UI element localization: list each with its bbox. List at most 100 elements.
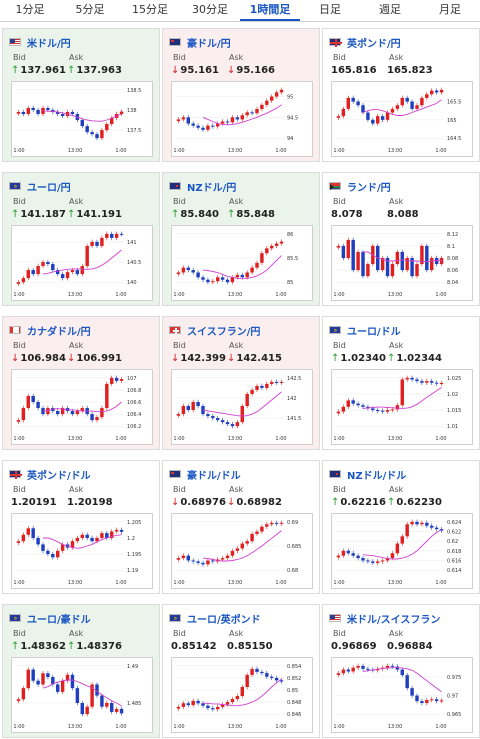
candle [181,703,186,707]
card-header: 豪ドル/ドル [169,467,241,482]
candle [26,107,30,114]
y-tick-label: 0.618 [447,549,461,555]
mini-candlestick-chart[interactable]: 0.624 0.622 0.62 0.618 0.616 0.614 1:00 13:00 1:… [331,513,473,589]
mini-candlestick-chart[interactable]: 138.5 138 137.5 1:00 13:00 1:00 [11,81,153,157]
tab-3[interactable]: 30分足 [192,3,228,16]
pair-link[interactable]: NZドル/円 [187,182,237,194]
pair-link[interactable]: 英ポンド/ドル [27,470,91,482]
candle [16,282,21,284]
pair-link[interactable]: ユーロ/ドル [347,326,401,338]
moving-average-line [202,391,282,417]
candle [21,688,26,700]
rate-card[interactable]: カナダドル/円 Bid Ask ↓106.984↓106.991 107 106.8… [2,316,160,450]
rate-card[interactable]: 英ポンド/円 Bid Ask 165.816 165.823 165.5 165 164… [322,28,480,162]
candle [425,522,429,526]
pair-link[interactable]: 豪ドル/円 [187,38,231,50]
pair-link[interactable]: スイスフラン/円 [187,326,261,338]
pair-link[interactable]: ユーロ/英ポンド [187,614,261,626]
pair-link[interactable]: ユーロ/豪ドル [27,614,91,626]
ask-price: 165.823 [387,65,443,76]
mini-candlestick-chart[interactable]: 0.69 0.685 0.68 1:00 13:00 1:00 [171,513,313,589]
bid-ask-labels: Bid Ask [173,53,285,62]
mini-candlestick-chart[interactable]: 95 94.5 94 1:00 13:00 1:00 [171,81,313,157]
candle [114,529,119,532]
rate-card[interactable]: NZドル/ドル Bid Ask ↑0.62216↑0.62230 0.624 0.6… [322,460,480,594]
pair-link[interactable]: NZドル/ドル [347,470,407,482]
pair-link[interactable]: 英ポンド/円 [347,38,401,50]
mini-candlestick-chart[interactable]: 0.975 0.97 0.965 1:00 13:00 1:00 [331,657,473,733]
candle [235,548,240,551]
mini-candlestick-chart[interactable]: 107 106.8 106.6 106.4 106.2 1:00 13:00 1:00 [11,369,153,445]
mini-candlestick-chart[interactable]: 141 140.5 140 1:00 13:00 1:00 [11,225,153,301]
mini-candlestick-chart[interactable]: 0.854 0.852 0.85 0.848 0.846 1:00 13:00 1:00 [171,657,313,733]
candle [105,383,109,409]
candle [206,279,210,283]
ask-label: Ask [389,197,404,206]
rate-card[interactable]: ユーロ/英ポンド Bid Ask 0.85142 0.85150 0.854 0.85… [162,604,320,738]
candle [410,521,414,525]
rate-card[interactable]: 豪ドル/円 Bid Ask ↓95.161 ↓95.166 95 94.5 94 1:00… [162,28,320,162]
candle [176,119,181,122]
rate-card[interactable]: ユーロ/豪ドル Bid Ask ↑1.48362↑1.48376 1.49 1.48… [2,604,160,738]
candle [110,233,114,238]
ask-price: ↓95.166 [227,65,283,76]
mini-candlestick-chart[interactable]: 165.5 165 164.5 1:00 13:00 1:00 [331,81,473,157]
x-tick-label: 13:00 [388,724,402,730]
y-tick-label: 1.01 [447,424,458,430]
moving-average-line [362,387,442,409]
candle [341,550,346,556]
rate-card[interactable]: ユーロ/円 Bid Ask ↑141.187↑141.191 141 140.5 14… [2,172,160,306]
rate-card[interactable]: NZドル/円 Bid Ask ↑85.840 ↑85.848 86 85.5 85 1:0… [162,172,320,306]
x-tick-label: 1:00 [13,148,24,154]
x-tick-label: 13:00 [388,292,402,298]
candle [201,562,205,565]
candle [341,669,346,674]
candle [80,120,84,127]
candle [90,241,94,246]
candle [410,377,414,380]
ask-value: 95.166 [236,65,275,76]
mini-candlestick-chart[interactable]: 86 85.5 85 1:00 13:00 1:00 [171,225,313,301]
pair-link[interactable]: ランド/円 [347,182,391,194]
tab-6[interactable]: 週足 [379,3,401,16]
candle [430,258,434,271]
rate-card[interactable]: 豪ドル/ドル Bid Ask ↓0.68976↓0.68982 0.69 0.685… [162,460,320,594]
tab-4[interactable]: 1時間足 [240,0,300,21]
candle [371,408,375,411]
tab-7[interactable]: 月足 [439,3,461,16]
x-tick-label: 1:00 [173,436,184,442]
rate-card[interactable]: 米ドル/スイスフラン Bid Ask 0.96869 0.96884 0.975 0.… [322,604,480,738]
pair-link[interactable]: 米ドル/スイスフラン [347,614,441,626]
y-tick-label: 0.685 [287,544,301,550]
pair-link[interactable]: ユーロ/円 [27,182,71,194]
rate-card[interactable]: 米ドル/円 Bid Ask ↑137.961↑137.963 138.5 138 13… [2,28,160,162]
rate-card[interactable]: スイスフラン/円 Bid Ask ↓142.399↓142.415 142.5 14… [162,316,320,450]
rate-card[interactable]: 英ポンド/ドル Bid Ask 1.20191 1.20198 1.205 1.2 1.… [2,460,160,594]
pair-link[interactable]: 豪ドル/ドル [187,470,241,482]
mini-candlestick-chart[interactable]: 1.205 1.2 1.195 1.19 1:00 13:00 1:00 [11,513,153,589]
candle [181,406,186,415]
rate-card[interactable]: ユーロ/ドル Bid Ask ↑1.02340↑1.02344 1.025 1.02… [322,316,480,450]
pair-link[interactable]: カナダドル/円 [27,326,91,338]
bid-price: ↑1.02340 [331,353,387,364]
mini-candlestick-chart[interactable]: 1.49 1.485 1:00 13:00 1:00 [11,657,153,733]
card-header: 豪ドル/円 [169,35,231,50]
tab-5[interactable]: 日足 [319,3,341,16]
mini-candlestick-chart[interactable]: 8.12 8.1 8.08 8.06 8.04 1:00 13:00 1:00 [331,225,473,301]
moving-average-line [362,529,442,560]
tab-2[interactable]: 15分足 [132,3,168,16]
candle [245,272,249,278]
pair-link[interactable]: 米ドル/円 [27,38,71,50]
tab-1[interactable]: 5分足 [75,3,105,16]
mini-candlestick-chart[interactable]: 142.5 142 141.5 1:00 13:00 1:00 [171,369,313,445]
x-tick-label: 1:00 [333,148,344,154]
card-header: 米ドル/スイスフラン [329,611,441,626]
rate-card[interactable]: ランド/円 Bid Ask 8.078 8.088 8.12 8.1 8.08 8.06 8… [322,172,480,306]
x-tick-label: 13:00 [388,148,402,154]
ask-value: 1.02344 [396,353,442,364]
prices: ↑1.48362↑1.48376 [11,641,123,652]
mini-candlestick-chart[interactable]: 1.025 1.02 1.015 1.01 1:00 13:00 1:00 [331,369,473,445]
candle [235,696,240,700]
tab-0[interactable]: 1分足 [15,3,45,16]
